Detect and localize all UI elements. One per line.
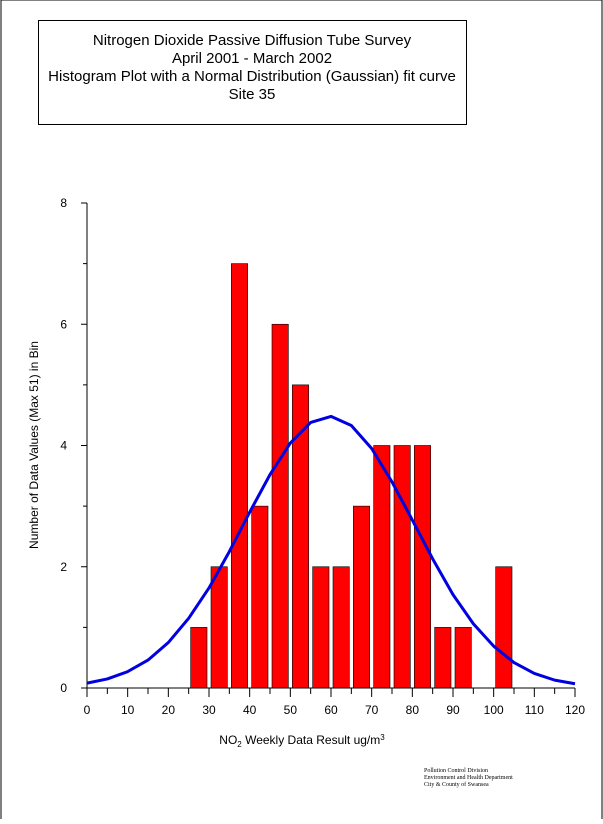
- y-tick-label: 2: [60, 560, 67, 574]
- bar: [414, 445, 431, 689]
- x-axis-label: NO2 Weekly Data Result ug/m3: [219, 733, 385, 749]
- bar: [271, 323, 289, 689]
- y-axis-label: Number of Data Values (Max 51) in Bin: [27, 341, 41, 549]
- y-tick-label: 8: [60, 196, 67, 210]
- x-tick-label: 30: [202, 703, 216, 717]
- y-tick-label: 4: [60, 439, 67, 453]
- x-tick-label: 10: [121, 703, 135, 717]
- x-tick-label: 110: [525, 703, 544, 717]
- x-tick-label: 0: [84, 703, 91, 717]
- x-tick-label: 40: [243, 703, 257, 717]
- title-line: Nitrogen Dioxide Passive Diffusion Tube …: [93, 32, 412, 49]
- footer-line: Environment and Health Department: [424, 775, 513, 781]
- bar: [393, 445, 411, 689]
- x-tick-label: 20: [162, 703, 176, 717]
- bar: [210, 566, 228, 689]
- x-label-part: Weekly Data Result ug/m: [242, 733, 381, 747]
- x-label-sub: 2: [237, 740, 242, 749]
- bar: [353, 505, 370, 689]
- x-tick-label: 70: [365, 703, 379, 717]
- x-tick-label: 60: [324, 703, 338, 717]
- bar: [454, 627, 472, 689]
- bar: [495, 566, 513, 689]
- x-label-part: NO: [219, 733, 237, 747]
- x-tick-label: 50: [284, 703, 298, 717]
- x-tick-label: 100: [484, 703, 504, 717]
- title-line: April 2001 - March 2002: [172, 50, 332, 67]
- x-tick-label: 80: [406, 703, 420, 717]
- bar: [373, 445, 391, 689]
- footer-line: City & County of Swansea: [424, 781, 489, 788]
- x-tick-label: 90: [446, 703, 460, 717]
- x-tick-label: 120: [565, 703, 585, 717]
- x-label-sup: 3: [380, 733, 385, 742]
- title-line: Histogram Plot with a Normal Distributio…: [48, 68, 456, 85]
- y-tick-label: 6: [60, 317, 67, 331]
- title-box: [38, 20, 467, 125]
- y-tick-label: 0: [60, 681, 67, 695]
- bar: [312, 566, 330, 689]
- title-line: Site 35: [229, 86, 276, 103]
- title-group: Nitrogen Dioxide Passive Diffusion Tube …: [48, 32, 456, 103]
- bar: [332, 566, 350, 689]
- bar: [292, 384, 309, 689]
- bar: [251, 505, 269, 689]
- bar: [190, 627, 208, 689]
- footer-line: Pollution Control Division: [424, 768, 488, 774]
- fit-curve: [86, 414, 576, 686]
- bar: [231, 263, 248, 689]
- bar: [434, 627, 452, 689]
